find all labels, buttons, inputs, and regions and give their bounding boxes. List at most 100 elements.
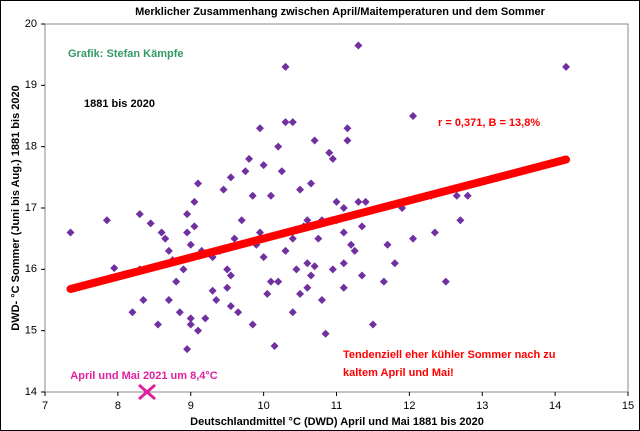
point [274,142,283,151]
point [194,326,203,335]
x-tick-label: 15 [622,400,634,412]
point [339,204,348,212]
point [190,222,199,231]
point [358,271,367,280]
point [223,265,232,274]
x-tick-label: 7 [42,400,48,412]
point [281,246,290,255]
highlight-label: April und Mai 2021 um 8,4°C [70,370,217,382]
point [266,277,275,286]
point [303,216,312,225]
point [186,320,195,329]
point [303,259,312,268]
point [354,197,363,206]
point [248,191,257,200]
point [368,320,377,329]
point [390,259,399,268]
point [339,228,348,237]
x-tick-label: 13 [476,400,488,412]
point [263,289,272,298]
point [343,124,352,133]
point [310,136,319,145]
y-axis-label: DWD- °C Sommer (Juni bis Aug.) 1881 bis … [10,85,22,330]
x-tick-label: 12 [403,400,415,412]
annotation: kaltem April und Mai! [343,367,454,379]
trendline [66,155,571,293]
point [325,148,334,157]
point [332,197,341,206]
point [183,228,192,237]
point [321,329,330,338]
point [266,191,275,200]
point [128,308,137,317]
point [441,277,450,286]
point [430,228,439,237]
point [328,154,337,163]
point [110,264,119,273]
annotation: Tendenziell eher kühler Sommer nach zu [343,349,556,361]
point [314,234,323,243]
point [361,197,370,206]
point [66,228,75,237]
x-tick-label: 14 [549,400,561,412]
y-tick-label: 17 [25,202,37,214]
point [354,41,363,50]
point [259,161,268,170]
point [306,271,315,280]
point [296,289,305,298]
point [310,262,319,271]
point [241,167,250,176]
point [208,253,217,262]
highlight-marker [138,383,157,401]
point [226,271,235,280]
point [452,191,461,200]
point [212,296,221,304]
point [270,342,279,350]
point [234,308,243,317]
point [350,246,359,255]
y-tick-label: 20 [25,18,37,30]
point [190,197,199,206]
point [288,234,297,243]
point [379,277,388,286]
point [274,277,283,286]
point [409,112,418,120]
point [102,216,111,225]
point [255,124,264,133]
point [186,240,195,249]
point [288,308,297,317]
point [201,314,210,323]
point [339,259,348,268]
point [255,228,264,237]
x-tick-label: 11 [331,400,342,412]
point [230,234,239,243]
point [463,191,472,200]
point [164,246,173,255]
point [175,308,184,317]
point [456,216,465,225]
point [223,283,232,292]
point [248,320,257,329]
point [281,118,290,127]
point [226,173,235,182]
point [409,234,418,243]
y-tick-label: 15 [25,325,37,337]
x-tick-label: 10 [258,400,270,412]
x-tick-label: 8 [115,400,121,412]
point [139,296,148,304]
point [161,234,170,243]
point [292,265,301,274]
stats: r = 0,371, B = 13,8% [438,117,540,129]
point [164,296,173,304]
point [219,185,228,194]
y-tick-label: 18 [25,141,37,153]
point [259,253,268,262]
y-tick-label: 14 [25,386,37,398]
y-tick-label: 16 [25,263,37,275]
point [306,179,315,188]
point [157,228,166,237]
point [245,154,254,163]
point [208,286,217,295]
point [194,179,203,188]
